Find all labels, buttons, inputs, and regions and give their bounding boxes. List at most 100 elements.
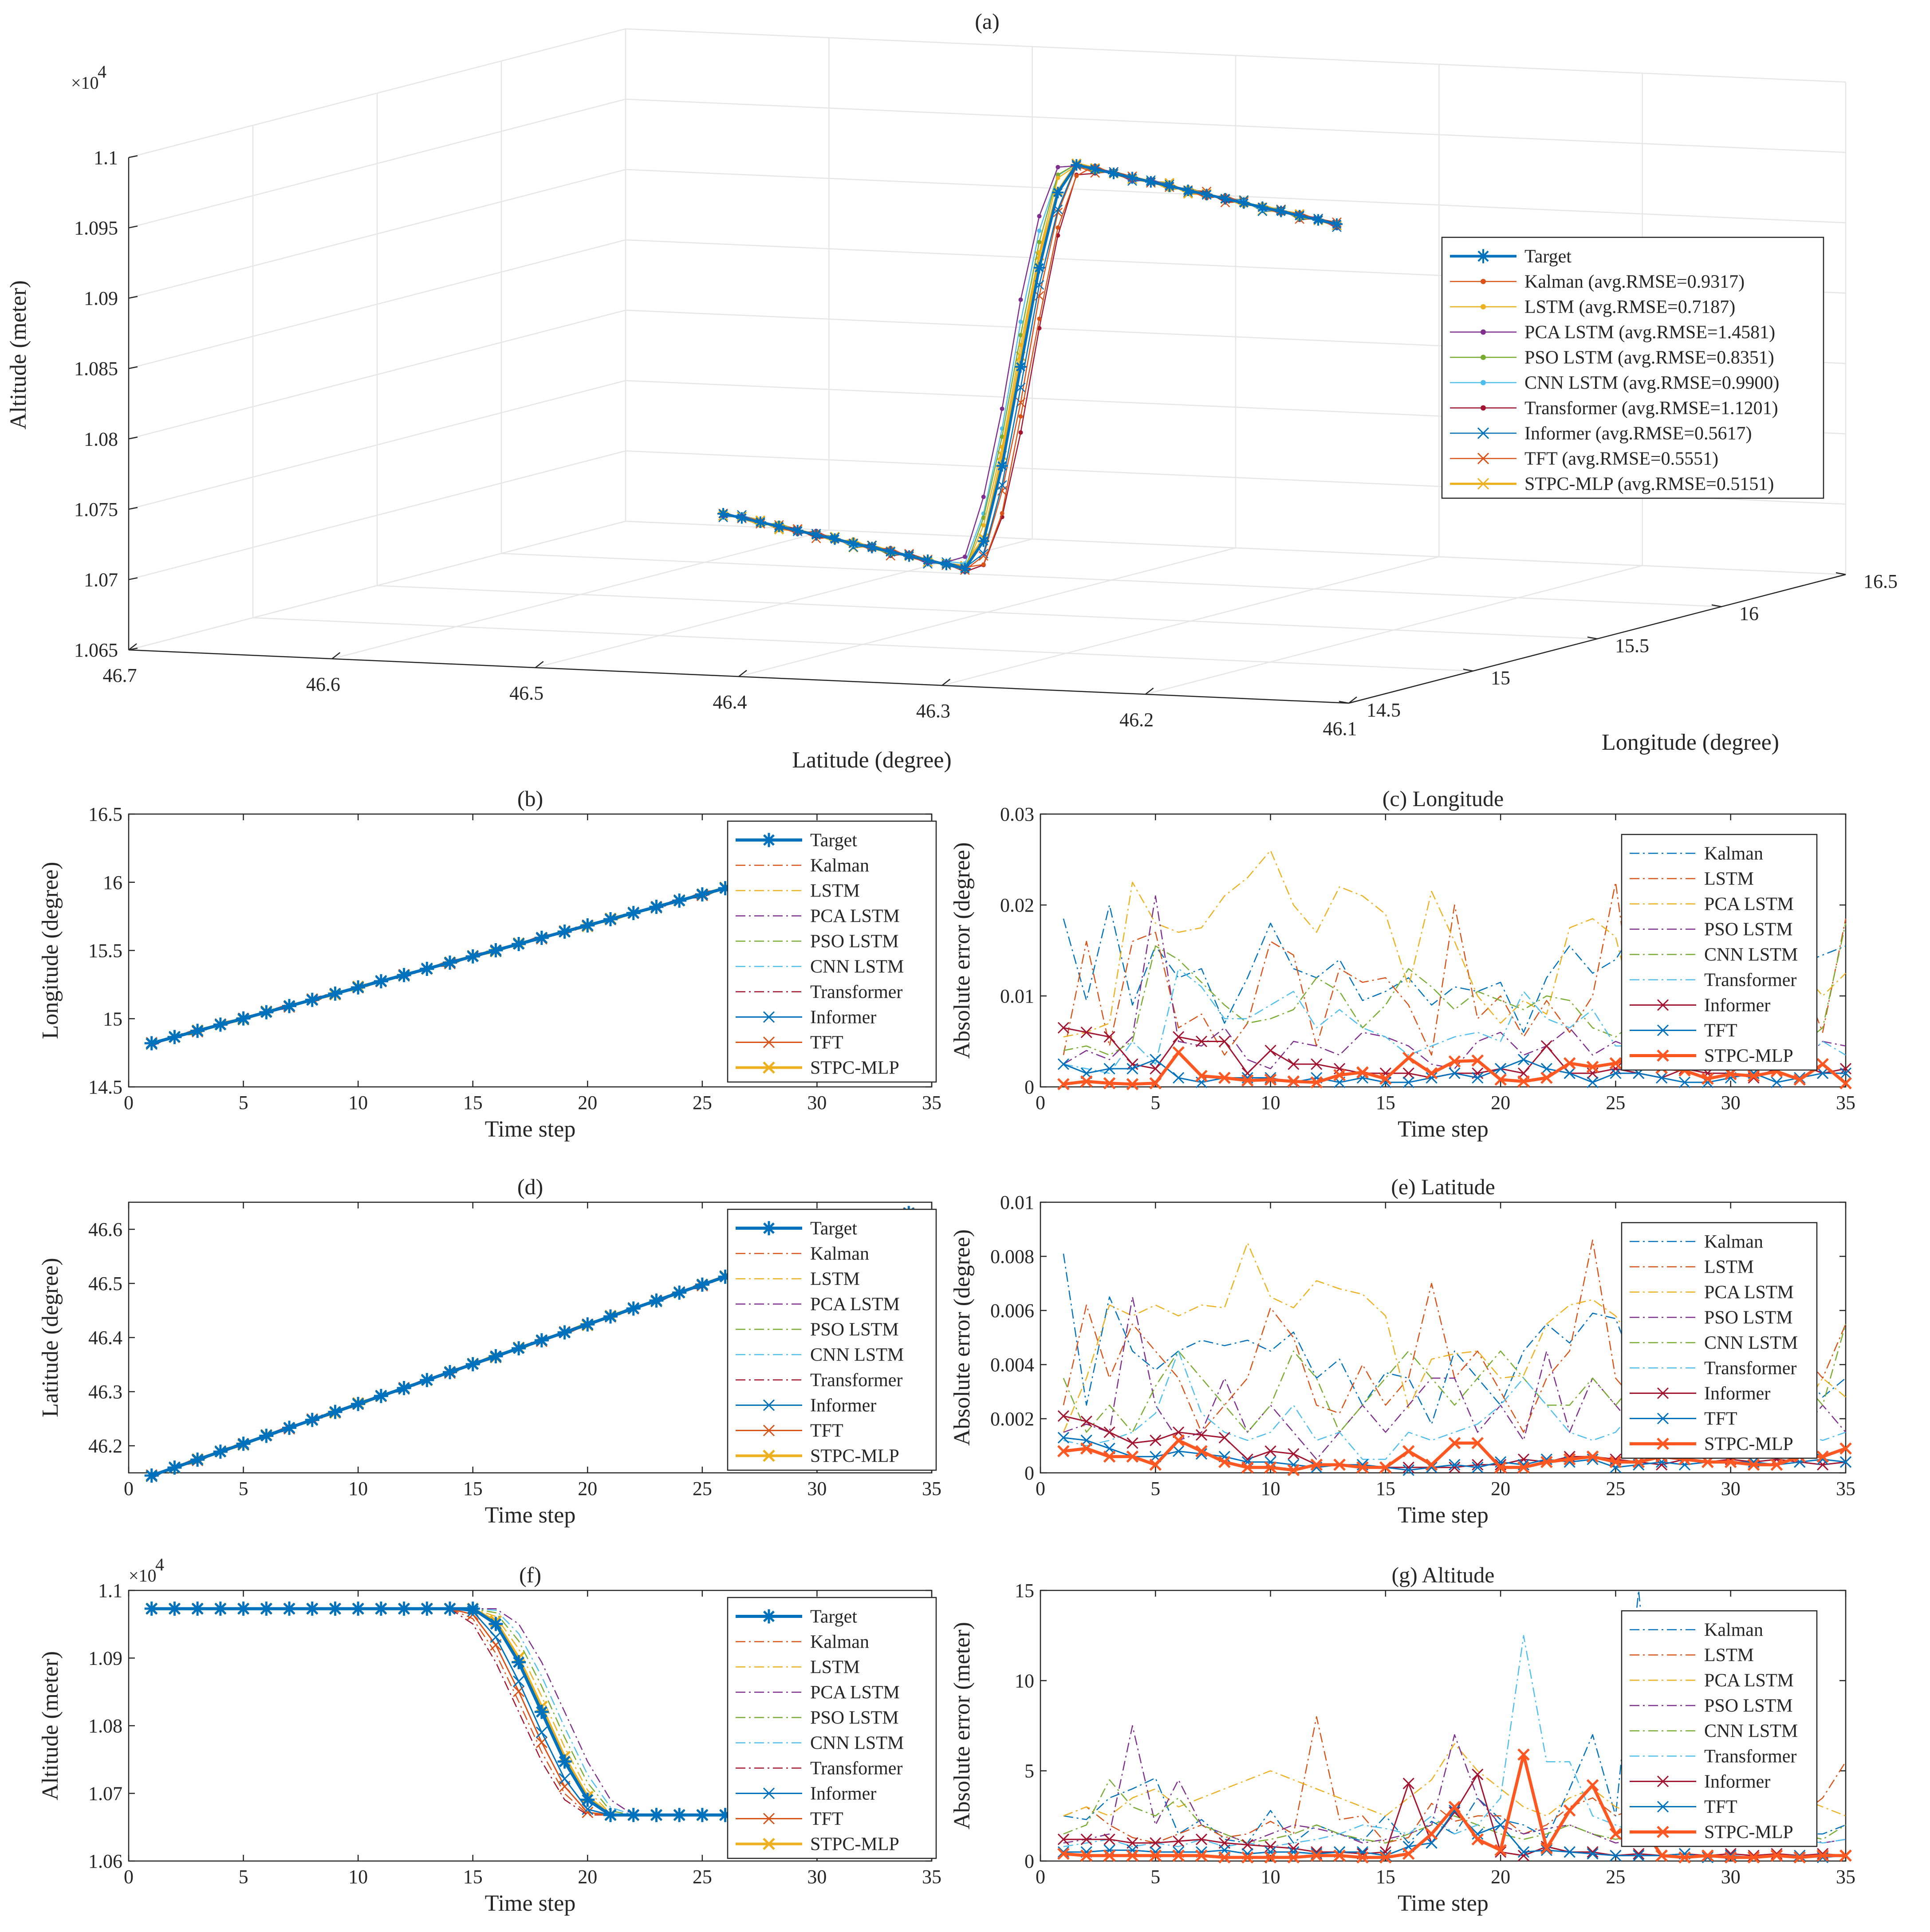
legend-label-pso-lstm: PSO LSTM (810, 1320, 899, 1340)
y-axis-title: Altitude (meter) (38, 1651, 63, 1800)
series-informer-marker (1173, 1835, 1185, 1847)
panel-title: (a) (975, 9, 1000, 34)
y-tick-mark (1587, 636, 1598, 640)
legend-label-stpc-mlp: STPC-MLP (1704, 1434, 1793, 1455)
series-stpc-mlp-marker (1172, 1434, 1185, 1447)
series-stpc-mlp-marker (1172, 1046, 1185, 1058)
z-tick-mark (128, 225, 138, 228)
series-stpc-mlp-marker (1793, 1073, 1806, 1086)
panel-title: (g) Altitude (1392, 1562, 1495, 1587)
series-informer-marker (1150, 1837, 1162, 1849)
series-stpc-mlp-marker (1425, 1067, 1438, 1080)
series-cnn-lstm-marker (1018, 319, 1023, 324)
series-tft-marker (1356, 1846, 1369, 1858)
series-tft-marker (1564, 1067, 1576, 1079)
legend-label-tft: TFT (810, 1809, 843, 1830)
series-stpc-mlp-marker (1103, 1450, 1116, 1463)
series-informer-marker (1195, 1834, 1208, 1845)
series-lstm-marker (1037, 250, 1042, 255)
z-tick-mark (128, 577, 138, 580)
legend-label-kalman: Kalman (810, 1632, 869, 1653)
series-stpc-mlp-marker (1471, 1437, 1484, 1449)
series-stpc-mlp-marker (1609, 1456, 1622, 1468)
x-tick-mark (1348, 696, 1357, 704)
series-target-marker (351, 1601, 366, 1616)
legend-marker-tft (763, 1424, 775, 1436)
series-target-marker (465, 949, 480, 964)
series-stpc-mlp-marker (1310, 1076, 1323, 1089)
x-tick-label: 35 (1836, 1866, 1855, 1888)
series-stpc-mlp-marker (1356, 1851, 1369, 1864)
series-tft-marker (1057, 1058, 1069, 1070)
y-tick-label: 46.3 (88, 1381, 122, 1403)
series-kalman-marker (1074, 173, 1079, 178)
series-informer-marker (559, 1773, 571, 1785)
series-target-marker (190, 1452, 205, 1467)
series-target-marker (305, 992, 319, 1007)
series-target-marker (144, 1468, 159, 1483)
x-tick-label: 15 (1376, 1092, 1395, 1114)
y-axis-title: Absolute error (meter) (949, 1622, 975, 1830)
series-pca-lstm-marker (1018, 297, 1023, 302)
legend-label-kalman: Kalman (1704, 1620, 1763, 1641)
series-stpc-mlp-marker (1402, 1847, 1415, 1860)
x-tick-label: 10 (348, 1092, 368, 1114)
series-stpc-mlp-marker (1402, 1445, 1415, 1457)
series-informer-marker (1288, 1058, 1300, 1070)
series-stpc-mlp-marker (1471, 1833, 1484, 1845)
legend-label-cnn-lstm: CNN LSTM (810, 1733, 904, 1754)
series-tft-marker (1610, 1461, 1622, 1473)
series-stpc-mlp-marker (1241, 1461, 1254, 1474)
series-tft-marker (1725, 1849, 1737, 1861)
legend-label-target: Target (1524, 247, 1572, 267)
series-tft-marker (1517, 1846, 1530, 1858)
legend-label-pca-lstm: PCA LSTM (810, 906, 900, 927)
series-informer-marker (1103, 1834, 1115, 1845)
y-tick-label: 1.1 (98, 1580, 122, 1601)
y-axis-title: Longitude (degree) (1602, 730, 1779, 755)
z-tick-label: 1.09 (84, 287, 118, 309)
series-tft-marker (1472, 1072, 1484, 1084)
legend-marker-transformer (1481, 405, 1486, 411)
series-stpc-mlp-marker (1747, 1458, 1760, 1471)
x-tick-label: 10 (348, 1866, 368, 1888)
x-tick-label: 30 (1721, 1478, 1741, 1499)
legend-marker-stpc-mlp (1477, 478, 1489, 490)
series-stpc-mlp-marker (1839, 1849, 1852, 1862)
legend-label-transformer: Transformer (810, 1759, 902, 1779)
x-tick-label: 15 (463, 1092, 483, 1114)
legend-marker-tft (1657, 1024, 1669, 1036)
series-target-marker (328, 1405, 343, 1419)
legend-label-transformer: Transformer (1704, 1747, 1796, 1767)
series-lstm-line (1063, 1716, 1847, 1844)
series-target-marker (773, 520, 785, 532)
series-target-marker (167, 1460, 182, 1475)
series-target-marker (236, 1601, 251, 1616)
legend-marker-tft (1657, 1801, 1669, 1813)
series-target-marker (672, 1808, 687, 1822)
series-cnn-lstm-line (723, 163, 1337, 565)
legend-label-stpc-mlp: STPC-MLP (1704, 1822, 1793, 1843)
legend-marker-stpc-mlp (763, 1061, 775, 1074)
series-tft-marker (1495, 1819, 1507, 1831)
series-tft-marker (978, 551, 989, 561)
series-stpc-mlp-marker (1448, 1437, 1461, 1449)
z-tick-mark (128, 155, 138, 158)
x-tick-label: 46.3 (916, 700, 950, 722)
x-tick-label: 35 (1836, 1478, 1855, 1499)
series-informer-marker (513, 1675, 525, 1687)
series-stpc-mlp-marker (1287, 1464, 1300, 1476)
series-stpc-mlp-marker (1218, 1851, 1231, 1864)
series-target-marker (167, 1030, 182, 1044)
series-target-marker (1201, 189, 1213, 201)
x-tick-label: 46.5 (509, 682, 544, 704)
x-tick-label: 46.1 (1323, 718, 1357, 740)
series-transformer-line (723, 170, 1337, 573)
series-target-marker (167, 1601, 182, 1616)
series-kalman-line (1063, 1253, 1846, 1425)
series-target-marker (718, 1808, 733, 1822)
series-tft-marker (1402, 1076, 1414, 1088)
x-tick-label: 10 (1261, 1866, 1280, 1888)
series-target-marker (736, 512, 748, 524)
series-informer-marker (1264, 1445, 1276, 1457)
